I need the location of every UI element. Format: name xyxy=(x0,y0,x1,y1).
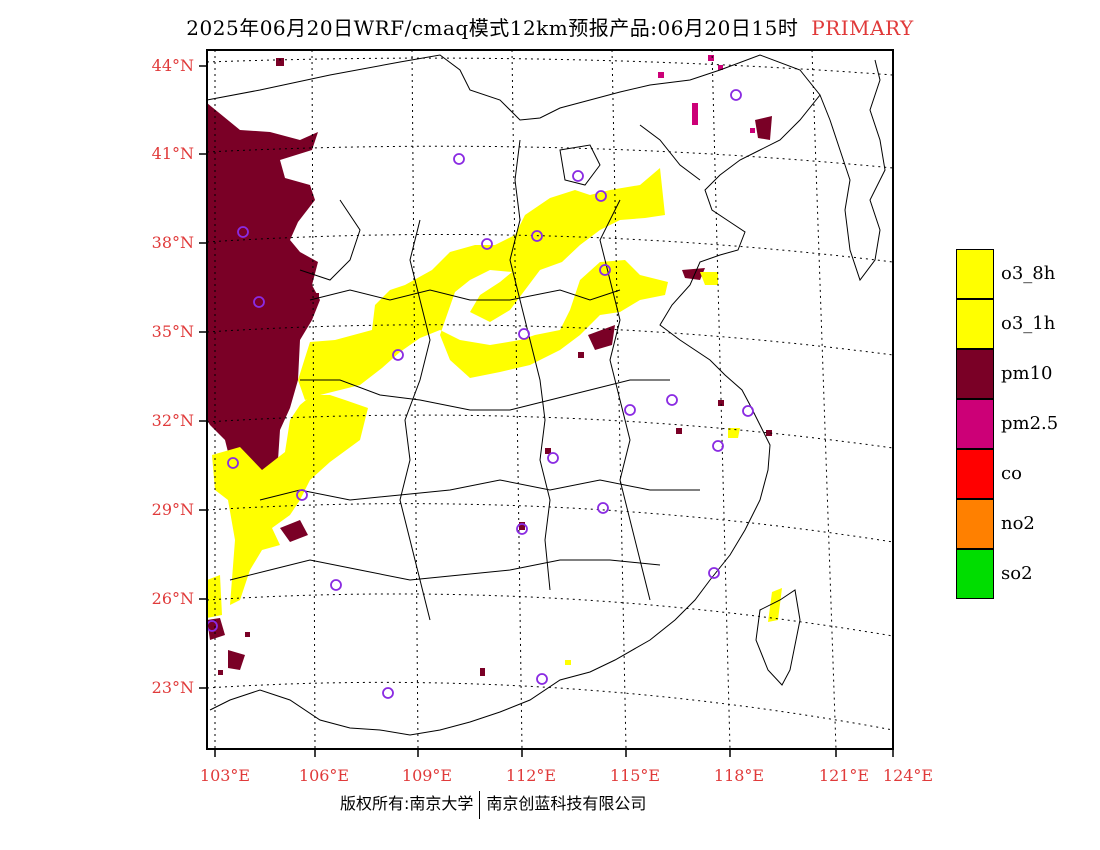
legend-item: so2 xyxy=(956,549,1076,599)
legend-swatch xyxy=(956,449,994,499)
legend-item: pm2.5 xyxy=(956,399,1076,449)
footer-separator xyxy=(479,790,481,819)
lat-label: 32°N xyxy=(151,411,194,430)
legend-swatch xyxy=(956,499,994,549)
boundaries xyxy=(206,54,886,736)
legend-swatch xyxy=(956,349,994,399)
lon-label: 106°E xyxy=(298,766,350,785)
legend-label: pm2.5 xyxy=(1001,413,1059,434)
lon-label: 109°E xyxy=(401,766,453,785)
lon-label: 118°E xyxy=(713,766,765,785)
lat-label: 44°N xyxy=(151,56,194,75)
lon-label: 124°E xyxy=(882,766,934,785)
lat-label: 41°N xyxy=(151,144,194,163)
graticule xyxy=(206,49,894,750)
o3-field xyxy=(207,168,782,665)
lon-label: 103°E xyxy=(199,766,251,785)
axis-ticks xyxy=(199,65,894,757)
legend-label: o3_1h xyxy=(1001,313,1056,334)
lat-label: 38°N xyxy=(151,233,194,252)
lat-label: 29°N xyxy=(151,500,194,519)
copyright-right: 南京创蓝科技有限公司 xyxy=(486,794,647,813)
copyright-left: 版权所有:南京大学 xyxy=(340,794,474,813)
legend-label: pm10 xyxy=(1001,363,1053,384)
legend-item: co xyxy=(956,449,1076,499)
legend-label: o3_8h xyxy=(1001,263,1056,284)
legend-item: no2 xyxy=(956,499,1076,549)
lon-label: 121°E xyxy=(818,766,870,785)
lon-label: 115°E xyxy=(609,766,661,785)
lon-label: 112°E xyxy=(505,766,557,785)
legend-label: co xyxy=(1001,463,1022,484)
lat-label: 26°N xyxy=(151,589,194,608)
legend-swatch xyxy=(956,399,994,449)
map-title: 2025年06月20日WRF/cmaq模式12km预报产品:06月20日15时 … xyxy=(0,12,1100,41)
title-tag: PRIMARY xyxy=(811,16,914,40)
lat-label: 23°N xyxy=(151,678,194,697)
title-text: 2025年06月20日WRF/cmaq模式12km预报产品:06月20日15时 xyxy=(186,16,799,40)
legend-label: so2 xyxy=(1001,563,1033,584)
lat-label: 35°N xyxy=(151,322,194,341)
legend-item: pm10 xyxy=(956,349,1076,399)
legend-item: o3_1h xyxy=(956,299,1076,349)
monitoring-stations xyxy=(206,89,754,699)
map-frame xyxy=(206,49,894,750)
copyright-footer: 版权所有:南京大学 南京创蓝科技有限公司 xyxy=(340,790,646,819)
legend-swatch xyxy=(956,299,994,349)
legend-label: no2 xyxy=(1001,513,1035,534)
legend-swatch xyxy=(956,249,994,299)
pollutant-legend: o3_8h o3_1h pm10 pm2.5 co no2 so2 xyxy=(956,249,1076,599)
legend-item: o3_8h xyxy=(956,249,1076,299)
legend-swatch xyxy=(956,549,994,599)
